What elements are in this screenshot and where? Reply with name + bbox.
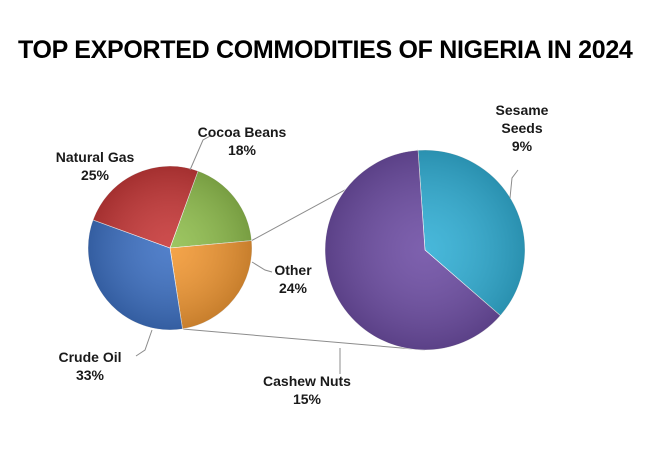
data-label-name: Sesame bbox=[496, 102, 549, 118]
leader-line-crude-oil bbox=[135, 329, 153, 357]
data-label-cocoa-beans: Cocoa Beans 18% bbox=[198, 124, 287, 158]
data-label-name: Cocoa Beans bbox=[198, 124, 287, 140]
data-label-value: 24% bbox=[279, 280, 308, 296]
data-label-name: Seeds bbox=[501, 120, 542, 136]
pie-slice-other bbox=[169, 240, 253, 330]
data-label-value: 15% bbox=[293, 391, 322, 407]
chart-title: TOP EXPORTED COMMODITIES OF NIGERIA IN 2… bbox=[18, 36, 633, 64]
data-label-name: Cashew Nuts bbox=[263, 373, 351, 389]
data-label-sesame-seeds: Sesame Seeds 9% bbox=[496, 102, 549, 154]
data-label-value: 25% bbox=[81, 167, 110, 183]
leader-line-cocoa-beans bbox=[189, 134, 213, 171]
data-label-cashew-nuts: Cashew Nuts 15% bbox=[263, 373, 351, 407]
data-label-name: Other bbox=[274, 262, 312, 278]
data-label-name: Natural Gas bbox=[56, 149, 135, 165]
data-label-other: Other 24% bbox=[274, 262, 312, 296]
data-label-crude-oil: Crude Oil 33% bbox=[58, 349, 121, 383]
leader-line-sesame-seeds bbox=[509, 169, 519, 199]
data-label-value: 33% bbox=[76, 367, 105, 383]
data-label-natural-gas: Natural Gas 25% bbox=[56, 149, 135, 183]
data-label-name: Crude Oil bbox=[58, 349, 121, 365]
data-label-value: 18% bbox=[228, 142, 257, 158]
data-label-value: 9% bbox=[512, 138, 533, 154]
leader-line-other bbox=[251, 261, 273, 273]
